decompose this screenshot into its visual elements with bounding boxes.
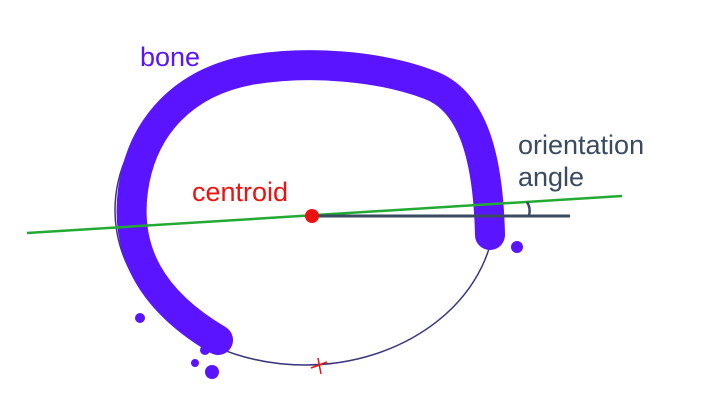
bone-label: bone — [140, 42, 201, 72]
orientation-label-line1: orientation — [518, 130, 645, 160]
bone-speckles — [135, 146, 523, 379]
orientation-angle-label: orientation angle — [518, 129, 644, 194]
ellipse-bottom-marker — [310, 357, 328, 375]
bone-ring — [116, 50, 505, 355]
centroid-marker — [305, 209, 319, 223]
orientation-label-line2: angle — [518, 162, 585, 193]
centroid-label: centroid — [192, 177, 289, 207]
angle-arc — [525, 201, 531, 217]
